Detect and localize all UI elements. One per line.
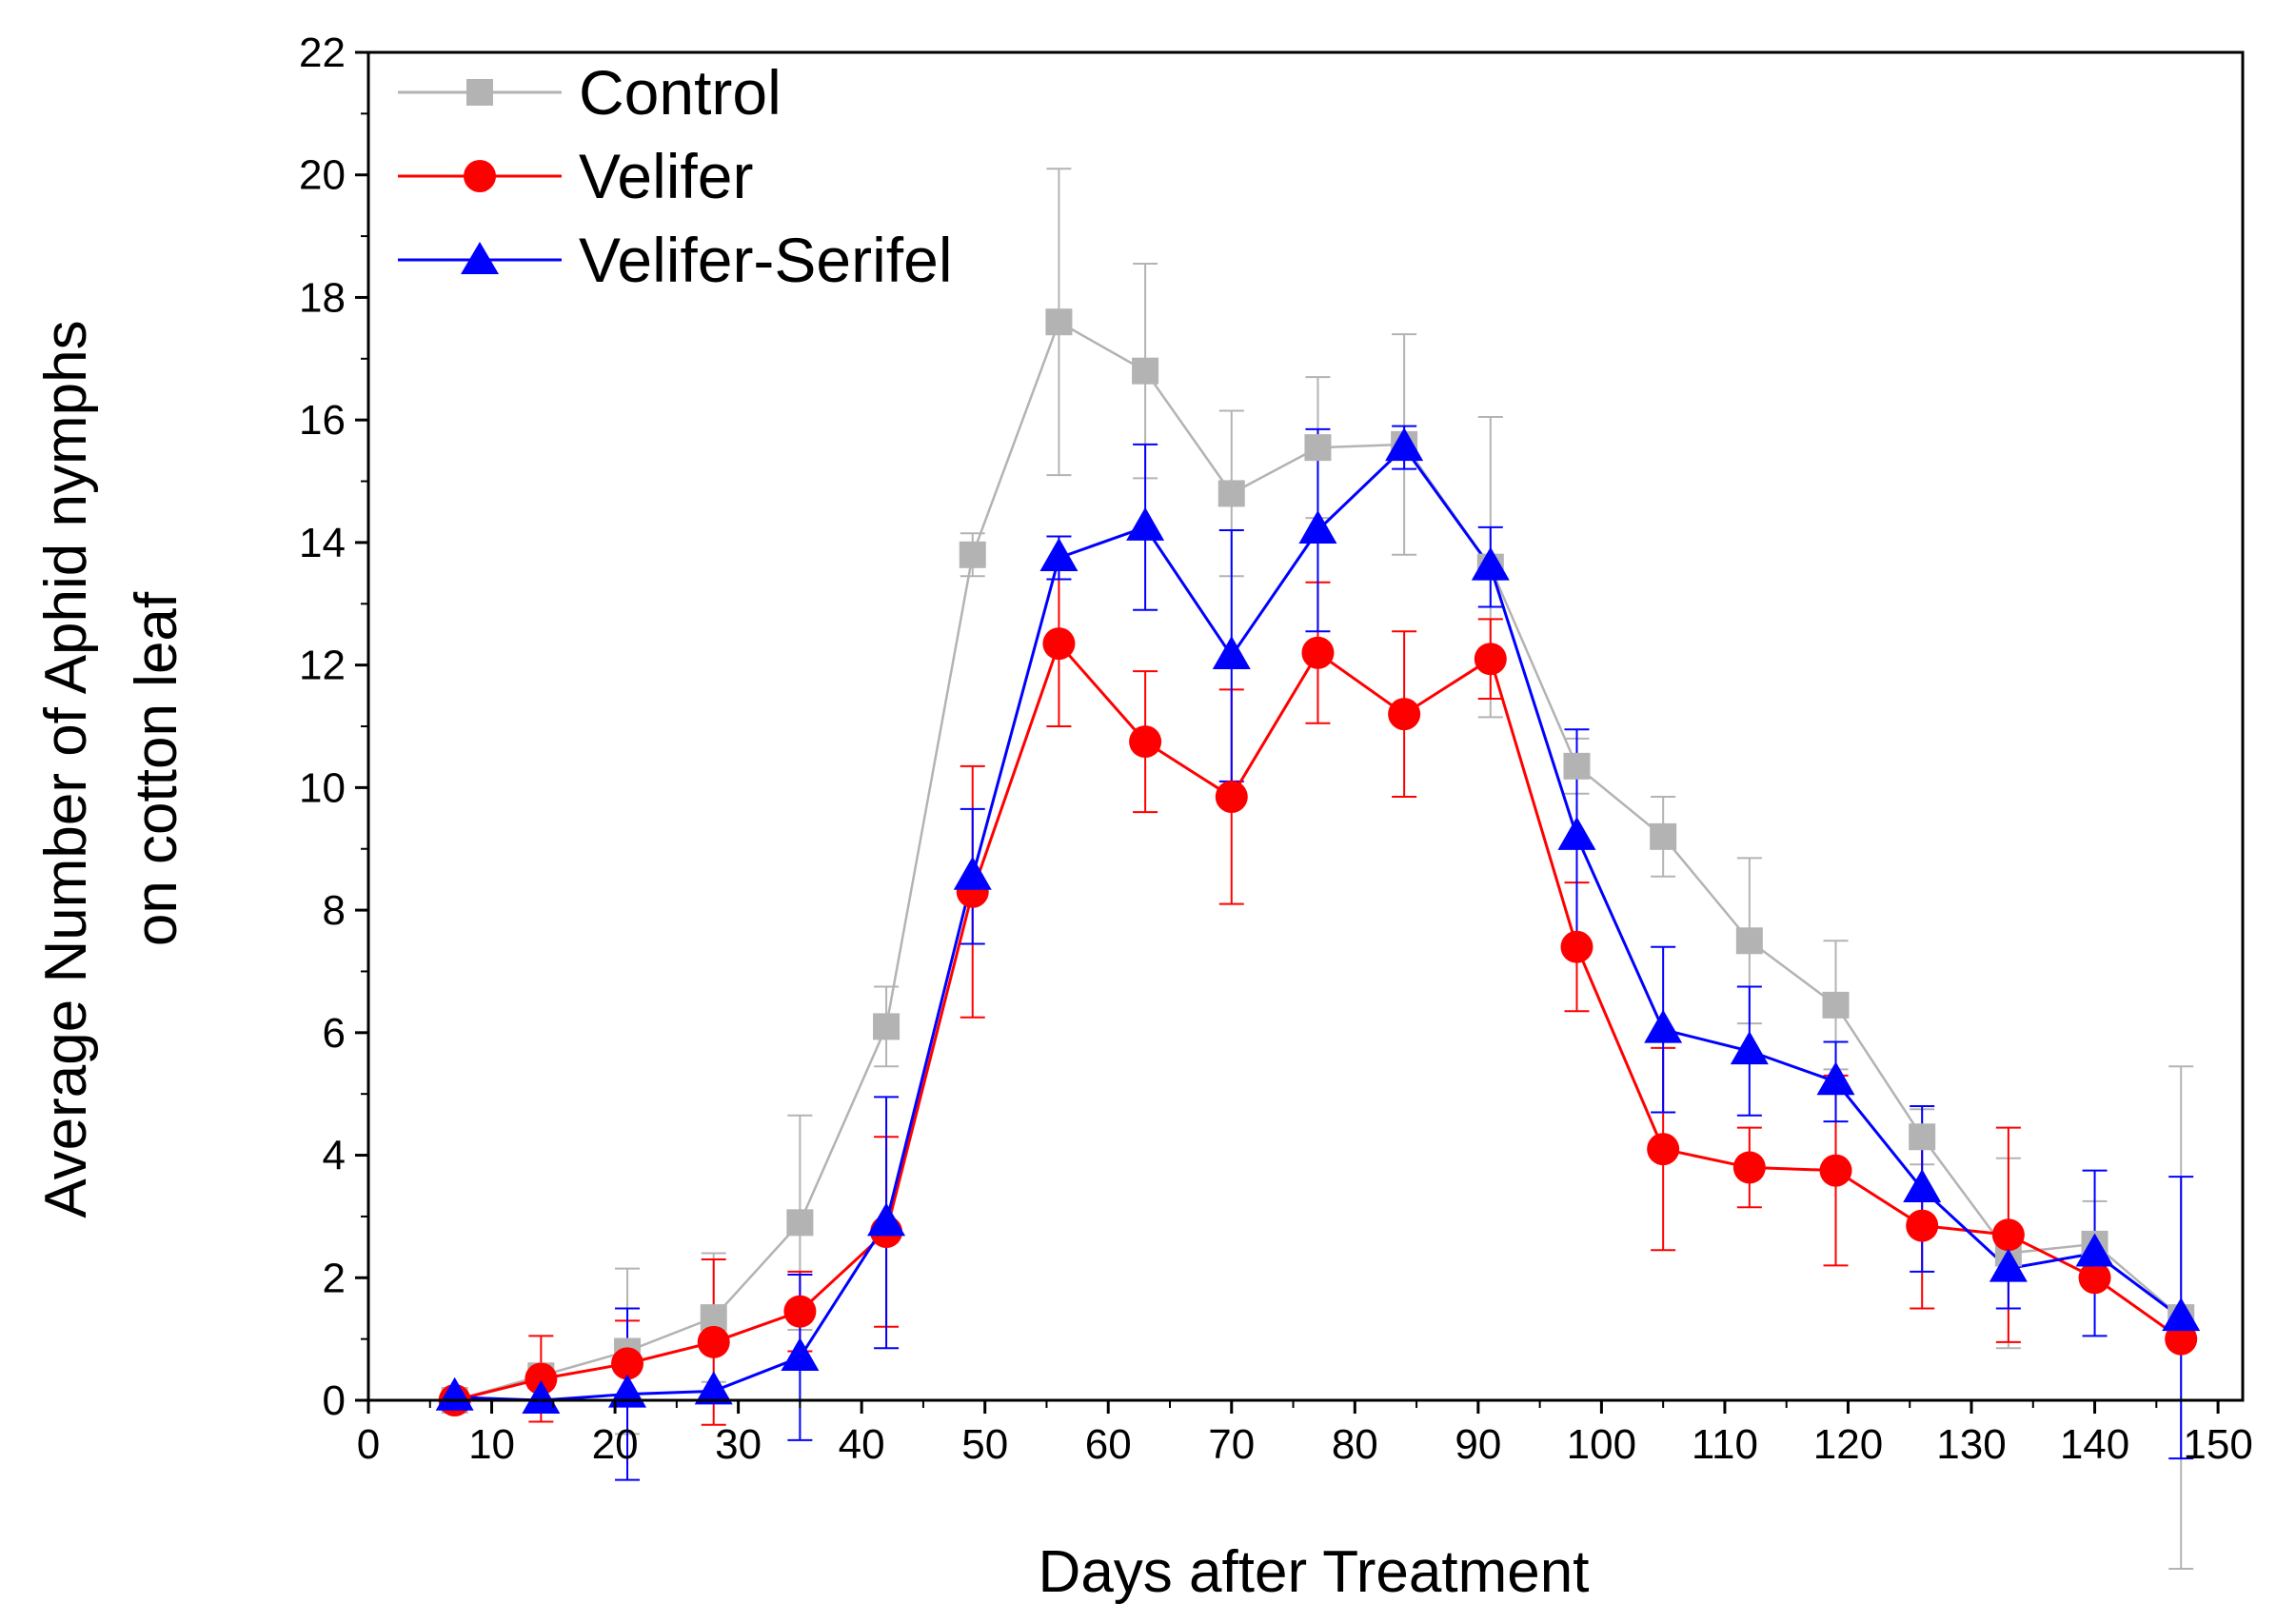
point-velifer-133 (1991, 1218, 2025, 1252)
x-tick-label-0: 0 (357, 1421, 380, 1468)
x-tick-label-120: 120 (1813, 1421, 1883, 1468)
y-tick-label-18: 18 (299, 274, 346, 321)
x-tick-label-90: 90 (1455, 1421, 1501, 1468)
point-velifer-serifel-119 (1816, 1061, 1855, 1096)
point-velifer-77 (1301, 636, 1335, 669)
point-velifer-serifel-84 (1385, 427, 1424, 462)
point-velifer-28 (697, 1325, 730, 1358)
point-velifer-serifel-14 (522, 1380, 561, 1414)
point-velifer-serifel-105 (1644, 1009, 1683, 1043)
x-tick-label-100: 100 (1567, 1421, 1636, 1468)
point-control-77 (1304, 434, 1332, 462)
legend-label-velifer-serifel: Velifer-Serifel (579, 225, 953, 295)
point-velifer-serifel-133 (1989, 1248, 2028, 1282)
y-tick-label-0: 0 (323, 1377, 346, 1424)
point-velifer-21 (611, 1347, 644, 1380)
markers-layer (435, 308, 2201, 1416)
point-velifer-98 (1560, 930, 1593, 963)
point-velifer-119 (1819, 1154, 1852, 1187)
axes-layer: 0 2 4 6 8 10 12 14 16 18 20 22 0 10 20 30 40 50 60 70 80 90 10… (299, 30, 2253, 1468)
point-control-119 (1822, 991, 1850, 1019)
legend-marker-velifer-serifel (461, 242, 499, 274)
x-tick-label-60: 60 (1085, 1421, 1132, 1468)
legend-marker-velifer (464, 160, 496, 192)
point-control-70 (1217, 480, 1245, 507)
y-tick-label-2: 2 (323, 1255, 346, 1301)
x-tick-label-40: 40 (839, 1421, 885, 1468)
y-tick-label-16: 16 (299, 397, 346, 444)
x-tick-label-130: 130 (1936, 1421, 2006, 1468)
point-velifer-serifel-70 (1212, 635, 1251, 669)
point-velifer-serifel-56 (1039, 538, 1079, 571)
y-tick-label-20: 20 (299, 152, 346, 199)
point-velifer-126 (1906, 1209, 1939, 1242)
point-velifer-serifel-42 (867, 1202, 906, 1237)
y-axis-title-line-1: Average Number of Aphid nymphs (33, 320, 99, 1218)
x-tick-label-150: 150 (2183, 1421, 2252, 1468)
point-velifer-serifel-147 (2162, 1297, 2201, 1332)
y-tick-label-6: 6 (323, 1010, 346, 1057)
y-tick-label-10: 10 (299, 764, 346, 811)
x-tick-label-50: 50 (961, 1421, 1008, 1468)
y-axis-title-line-2: on cotton leaf (124, 591, 189, 946)
point-velifer-14 (525, 1362, 558, 1396)
y-tick-label-12: 12 (299, 643, 346, 689)
legend-label-control: Control (579, 57, 782, 128)
point-velifer-serifel-28 (694, 1371, 733, 1405)
point-velifer-35 (783, 1295, 817, 1328)
x-tick-label-70: 70 (1208, 1421, 1255, 1468)
point-velifer-serifel-7 (435, 1376, 474, 1411)
x-tick-label-140: 140 (2060, 1421, 2129, 1468)
x-tick-label-80: 80 (1332, 1421, 1378, 1468)
point-velifer-serifel-126 (1903, 1168, 1942, 1202)
point-control-98 (1563, 752, 1591, 780)
point-control-35 (786, 1209, 814, 1237)
point-velifer-63 (1129, 725, 1162, 759)
x-tick-label-110: 110 (1692, 1421, 1758, 1468)
point-velifer-serifel-140 (2075, 1233, 2114, 1267)
point-velifer-91 (1474, 643, 1507, 676)
point-control-105 (1650, 822, 1677, 850)
point-control-42 (873, 1013, 901, 1040)
point-velifer-serifel-112 (1730, 1031, 1769, 1065)
point-control-63 (1132, 357, 1159, 385)
point-velifer-serifel-91 (1471, 546, 1510, 581)
legend-label-velifer: Velifer (579, 141, 753, 211)
point-velifer-140 (2078, 1261, 2111, 1295)
point-velifer-serifel-35 (781, 1337, 820, 1371)
point-velifer-serifel-77 (1298, 510, 1337, 545)
point-velifer-84 (1388, 698, 1421, 731)
point-control-112 (1735, 927, 1763, 955)
point-control-49 (959, 541, 986, 568)
y-tick-label-8: 8 (323, 887, 346, 934)
y-tick-label-4: 4 (323, 1133, 346, 1179)
x-axis-title: Days after Treatment (1039, 1539, 1590, 1604)
point-velifer-56 (1042, 627, 1076, 661)
point-velifer-105 (1647, 1133, 1680, 1166)
y-tick-label-22: 22 (299, 30, 346, 76)
x-tick-label-20: 20 (592, 1421, 639, 1468)
point-control-56 (1045, 308, 1073, 336)
legend-marker-control (466, 79, 493, 106)
legend: Control Velifer Velifer-Serifel (398, 57, 953, 295)
point-velifer-serifel-98 (1557, 816, 1596, 850)
point-velifer-serifel-49 (953, 856, 992, 890)
point-velifer-serifel-63 (1126, 506, 1165, 541)
point-velifer-147 (2165, 1322, 2198, 1356)
x-tick-label-30: 30 (715, 1421, 762, 1468)
y-tick-label-14: 14 (299, 520, 346, 566)
point-control-126 (1909, 1123, 1936, 1151)
x-tick-label-10: 10 (468, 1421, 515, 1468)
point-velifer-112 (1732, 1151, 1766, 1184)
point-velifer-70 (1215, 781, 1248, 814)
